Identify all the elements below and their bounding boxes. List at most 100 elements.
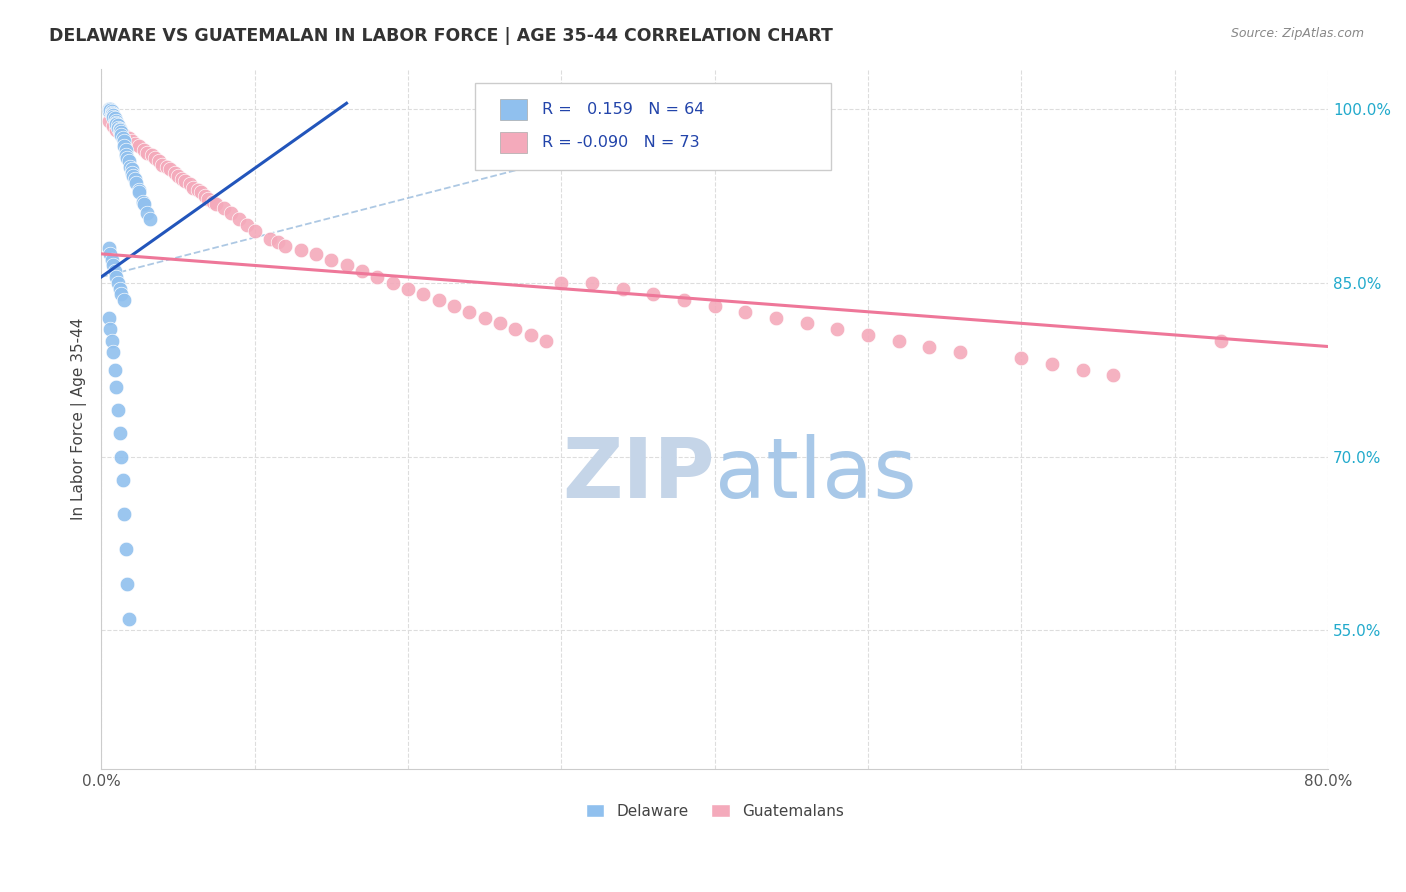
- Point: [101, 252, 124, 267]
- Point: [115, 577, 138, 591]
- Point: [703, 299, 725, 313]
- Point: [103, 108, 125, 122]
- Text: ZIP: ZIP: [562, 434, 714, 516]
- Point: [190, 186, 212, 200]
- Point: [412, 287, 434, 301]
- Point: [110, 128, 132, 142]
- Point: [221, 206, 243, 220]
- Point: [321, 252, 343, 267]
- FancyBboxPatch shape: [501, 99, 527, 120]
- Point: [612, 282, 634, 296]
- Point: [101, 334, 124, 348]
- Point: [112, 139, 135, 153]
- Point: [274, 238, 297, 252]
- Text: atlas: atlas: [714, 434, 917, 516]
- Point: [174, 174, 197, 188]
- Point: [101, 106, 124, 120]
- Point: [489, 317, 512, 331]
- Point: [98, 247, 121, 261]
- Point: [103, 108, 125, 122]
- Point: [172, 171, 194, 186]
- Point: [290, 244, 312, 258]
- Point: [166, 169, 188, 184]
- Point: [202, 194, 225, 209]
- Point: [108, 125, 131, 139]
- Point: [121, 162, 143, 177]
- Point: [115, 151, 138, 165]
- Point: [918, 339, 941, 353]
- Point: [949, 345, 972, 359]
- Point: [97, 310, 120, 325]
- Point: [97, 241, 120, 255]
- Point: [98, 322, 121, 336]
- Point: [108, 282, 131, 296]
- Point: [101, 105, 124, 120]
- Point: [103, 110, 125, 124]
- Point: [103, 345, 125, 359]
- Point: [112, 293, 135, 308]
- Point: [458, 305, 481, 319]
- Point: [159, 162, 181, 177]
- Point: [124, 171, 146, 186]
- Point: [121, 135, 143, 149]
- Point: [118, 154, 141, 169]
- Point: [474, 310, 496, 325]
- Point: [194, 189, 217, 203]
- Point: [136, 146, 159, 161]
- Point: [105, 116, 128, 130]
- Point: [643, 287, 665, 301]
- Point: [120, 160, 142, 174]
- Point: [118, 612, 141, 626]
- Point: [197, 193, 219, 207]
- Point: [131, 194, 153, 209]
- Point: [108, 123, 131, 137]
- Point: [97, 102, 120, 116]
- Point: [396, 282, 419, 296]
- Point: [103, 120, 125, 134]
- Point: [305, 247, 328, 261]
- Point: [427, 293, 450, 308]
- Y-axis label: In Labor Force | Age 35-44: In Labor Force | Age 35-44: [72, 318, 87, 520]
- Point: [122, 169, 145, 184]
- FancyBboxPatch shape: [501, 132, 527, 153]
- Point: [112, 128, 135, 142]
- Point: [107, 120, 129, 135]
- Point: [104, 112, 127, 126]
- Point: [110, 450, 132, 464]
- Point: [105, 270, 128, 285]
- Point: [205, 197, 228, 211]
- Point: [152, 158, 174, 172]
- Point: [101, 104, 124, 119]
- Point: [104, 264, 127, 278]
- Point: [156, 160, 179, 174]
- Point: [1102, 368, 1125, 383]
- Point: [550, 276, 572, 290]
- Point: [259, 232, 281, 246]
- Text: Source: ZipAtlas.com: Source: ZipAtlas.com: [1230, 27, 1364, 40]
- Text: DELAWARE VS GUATEMALAN IN LABOR FORCE | AGE 35-44 CORRELATION CHART: DELAWARE VS GUATEMALAN IN LABOR FORCE | …: [49, 27, 834, 45]
- Point: [212, 201, 235, 215]
- Point: [118, 131, 141, 145]
- Point: [112, 135, 135, 149]
- Point: [163, 166, 186, 180]
- Point: [350, 264, 373, 278]
- Point: [143, 151, 166, 165]
- Point: [827, 322, 849, 336]
- Point: [114, 143, 136, 157]
- FancyBboxPatch shape: [475, 83, 831, 170]
- Point: [148, 154, 170, 169]
- Point: [105, 117, 128, 131]
- Point: [243, 224, 266, 238]
- Point: [114, 542, 136, 557]
- Point: [1071, 362, 1094, 376]
- Point: [796, 317, 818, 331]
- Point: [124, 136, 146, 151]
- Point: [108, 426, 131, 441]
- Point: [236, 218, 259, 232]
- Point: [132, 197, 155, 211]
- Point: [141, 148, 163, 162]
- Point: [443, 299, 465, 313]
- Point: [1010, 351, 1032, 365]
- Point: [97, 104, 120, 119]
- Point: [110, 287, 132, 301]
